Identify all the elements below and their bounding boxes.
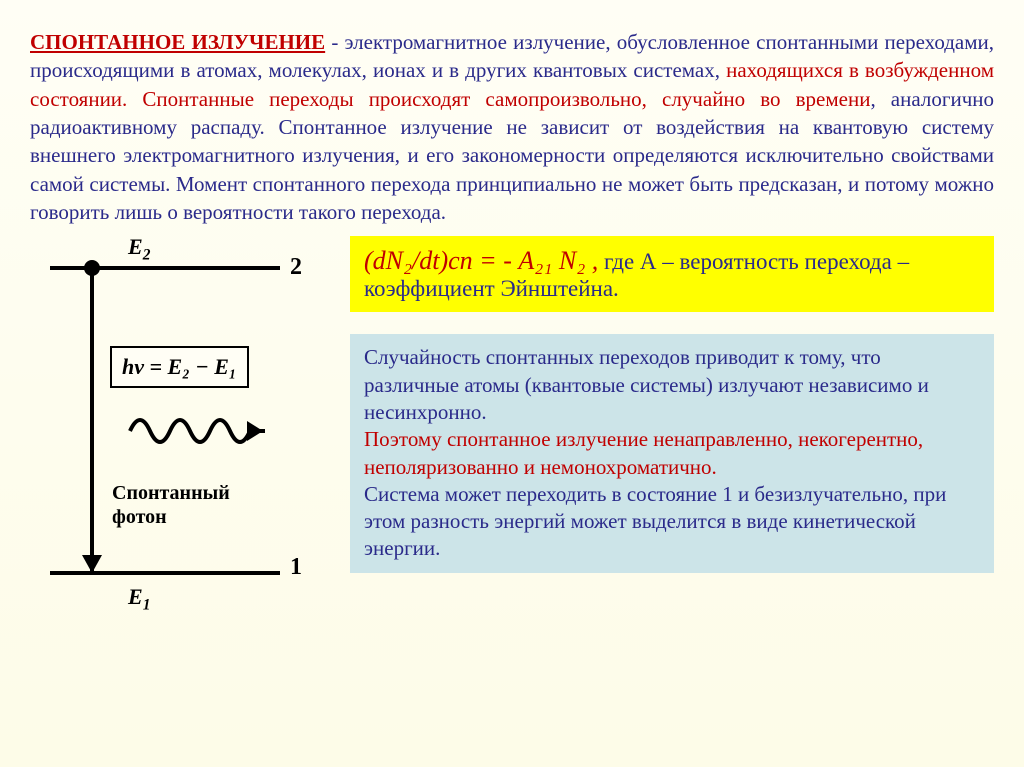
photon-label: Спонтанный фотон <box>112 481 230 529</box>
energy-diagram: E2 E1 2 1 hν = E₂ − E₁ Спонтанный фотон <box>30 236 330 616</box>
level-number-2: 2 <box>290 254 302 281</box>
photon-wave-icon <box>125 401 295 461</box>
properties-box: Случайность спонтанных переходов приводи… <box>350 334 994 572</box>
transition-arrow <box>90 266 94 571</box>
blue-p2-red: Поэтому спонтанное излучение ненаправлен… <box>364 427 923 478</box>
level-number-1: 1 <box>290 554 302 581</box>
rate-equation: (dN₂/dt)сп = - A₂₁ N₂ , <box>364 246 598 275</box>
lower-section: E2 E1 2 1 hν = E₂ − E₁ Спонтанный фотон … <box>0 226 1024 616</box>
equation-box: (dN₂/dt)сп = - A₂₁ N₂ , где А – вероятно… <box>350 236 994 312</box>
main-paragraph: СПОНТАННОЕ ИЗЛУЧЕНИЕ - электромагнитное … <box>0 0 1024 226</box>
blue-p1: Случайность спонтанных переходов приводи… <box>364 345 929 424</box>
e1-label: E1 <box>128 584 150 614</box>
right-boxes: (dN₂/dt)сп = - A₂₁ N₂ , где А – вероятно… <box>330 236 994 616</box>
title: СПОНТАННОЕ ИЗЛУЧЕНИЕ <box>30 30 325 54</box>
e2-label: E2 <box>128 234 150 264</box>
photon-energy-formula: hν = E₂ − E₁ <box>110 346 249 388</box>
blue-p3: Система может переходить в состояние 1 и… <box>364 482 946 561</box>
